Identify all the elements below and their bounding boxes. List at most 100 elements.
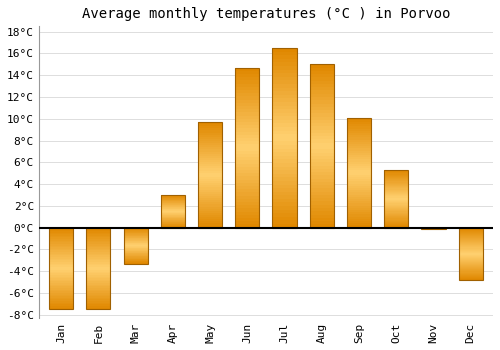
Bar [124,234,148,235]
Bar [49,232,73,234]
Bar [49,228,73,229]
Bar [458,254,483,255]
Bar [124,250,148,251]
Bar [458,234,483,235]
Bar [198,145,222,147]
Bar [124,232,148,233]
Bar [272,105,296,109]
Bar [49,281,73,283]
Bar [272,141,296,145]
Bar [198,181,222,183]
Bar [458,265,483,266]
Bar [310,133,334,136]
Bar [458,248,483,250]
Bar [310,64,334,228]
Bar [310,139,334,143]
Bar [310,188,334,192]
Bar [198,141,222,143]
Bar [310,107,334,110]
Bar [310,178,334,182]
Bar [198,128,222,131]
Bar [235,103,260,106]
Bar [160,225,185,226]
Bar [235,199,260,202]
Bar [235,132,260,135]
Bar [198,179,222,181]
Bar [384,200,408,201]
Bar [458,275,483,276]
Bar [86,273,110,275]
Bar [458,273,483,274]
Bar [86,304,110,306]
Bar [384,224,408,225]
Bar [235,208,260,212]
Bar [384,192,408,193]
Bar [347,129,371,131]
Bar [235,68,260,71]
Bar [86,259,110,260]
Bar [235,167,260,170]
Bar [272,70,296,73]
Bar [384,209,408,210]
Bar [86,247,110,249]
Bar [235,112,260,116]
Bar [272,170,296,174]
Bar [458,230,483,231]
Bar [384,187,408,188]
Bar [49,264,73,265]
Bar [124,261,148,262]
Bar [458,228,483,280]
Bar [49,288,73,290]
Bar [235,183,260,186]
Bar [235,128,260,132]
Bar [310,74,334,77]
Bar [310,166,334,169]
Bar [124,262,148,263]
Bar [384,207,408,208]
Bar [235,84,260,87]
Bar [160,198,185,199]
Bar [347,186,371,188]
Bar [235,138,260,141]
Bar [160,218,185,219]
Bar [49,249,73,251]
Bar [235,163,260,167]
Bar [49,276,73,278]
Bar [124,260,148,261]
Bar [198,192,222,194]
Bar [310,172,334,175]
Bar [272,156,296,159]
Bar [235,90,260,93]
Bar [86,300,110,301]
Bar [49,275,73,276]
Bar [384,219,408,221]
Bar [384,190,408,191]
Bar [235,87,260,90]
Bar [49,285,73,286]
Bar [347,225,371,228]
Bar [86,270,110,272]
Bar [384,179,408,180]
Bar [235,145,260,148]
Bar [49,272,73,273]
Bar [458,240,483,241]
Bar [198,139,222,141]
Bar [384,208,408,209]
Bar [384,215,408,216]
Bar [160,221,185,222]
Bar [347,157,371,160]
Bar [272,192,296,195]
Bar [160,216,185,217]
Bar [458,236,483,237]
Bar [49,231,73,232]
Bar [272,109,296,113]
Bar [49,262,73,264]
Bar [347,146,371,148]
Bar [384,214,408,215]
Bar [235,141,260,145]
Bar [86,283,110,285]
Bar [458,256,483,257]
Bar [458,244,483,245]
Bar [384,210,408,211]
Bar [458,257,483,258]
